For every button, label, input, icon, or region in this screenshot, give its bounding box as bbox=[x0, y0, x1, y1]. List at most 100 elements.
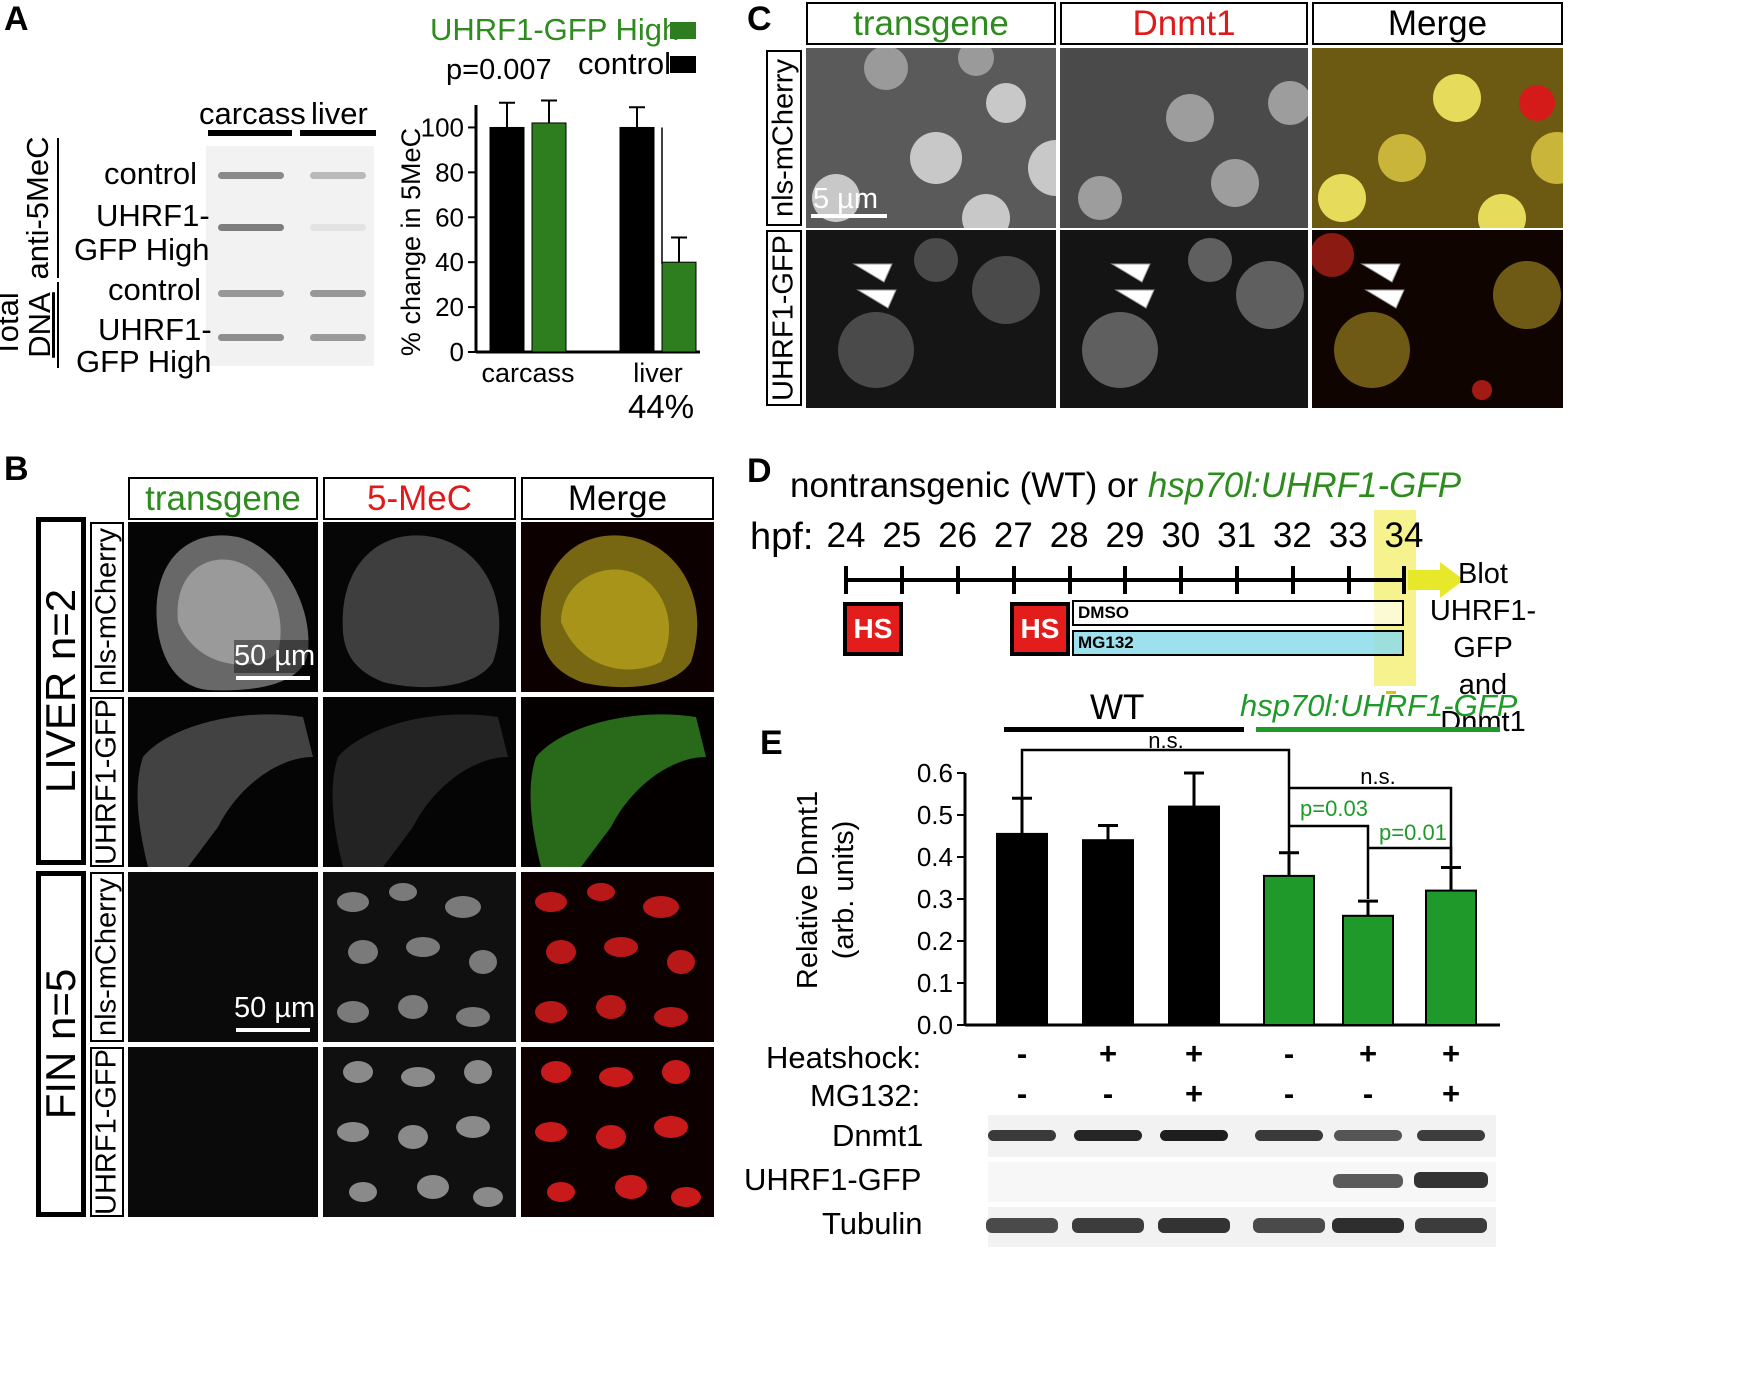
mg132-sign: - bbox=[1102, 1076, 1114, 1111]
row-gfp-label: UHRF1-GFP bbox=[90, 1047, 124, 1217]
timeline bbox=[844, 562, 1464, 598]
tubulin-band bbox=[1415, 1218, 1487, 1233]
dnmt1-band bbox=[1074, 1130, 1142, 1141]
micrograph bbox=[521, 697, 714, 867]
hour-label: 33 bbox=[1328, 516, 1368, 555]
micrograph bbox=[521, 522, 714, 692]
blot-band bbox=[310, 290, 366, 297]
hour-label: 27 bbox=[993, 516, 1033, 555]
row-mcherry-label: nls-mCherry bbox=[766, 50, 802, 226]
group-tg-line bbox=[1256, 727, 1500, 732]
group-anti-line bbox=[57, 138, 59, 278]
tubulin-band bbox=[1253, 1218, 1325, 1233]
pvalue-label: p=0.007 bbox=[446, 54, 552, 86]
mg132-sign: - bbox=[1016, 1076, 1028, 1111]
group-dna-label: DNA bbox=[22, 292, 57, 358]
y-tick-label: 0.2 bbox=[917, 926, 953, 956]
col-transgene-header: transgene bbox=[806, 2, 1056, 45]
mg132-sign: - bbox=[1283, 1076, 1295, 1111]
heatshock-sign: + bbox=[1358, 1036, 1378, 1071]
hour-label: 25 bbox=[882, 516, 922, 555]
uhrf1-gfp-band bbox=[1414, 1172, 1488, 1188]
y-axis-label: (arb. units) bbox=[828, 821, 860, 960]
row-label: UHRF1- bbox=[96, 198, 210, 233]
heatshock-sign: + bbox=[1184, 1036, 1204, 1071]
p-value-label: p=0.03 bbox=[1300, 796, 1368, 821]
ns-bracket bbox=[1289, 786, 1453, 870]
mg132-sign: - bbox=[1362, 1076, 1374, 1111]
row-mcherry-label: nls-mCherry bbox=[90, 522, 124, 692]
bar bbox=[1082, 839, 1134, 1026]
heatshock-label: Heatshock: bbox=[766, 1040, 922, 1075]
highlight-34 bbox=[1374, 510, 1416, 686]
legend-black-swatch bbox=[670, 56, 696, 73]
row-label: GFP High bbox=[74, 232, 210, 267]
dot-blot bbox=[206, 146, 374, 366]
scale-bar-label: 50 µm bbox=[234, 640, 316, 673]
legend-green-label: UHRF1-GFP High bbox=[430, 12, 680, 47]
col-dnmt1-header: Dnmt1 bbox=[1060, 2, 1308, 45]
mg132-sign: + bbox=[1184, 1076, 1204, 1111]
y-axis-label: % change in 5MeC bbox=[396, 128, 426, 356]
scale-bar-line bbox=[236, 676, 310, 680]
hour-label: 29 bbox=[1105, 516, 1145, 555]
blot-band bbox=[310, 172, 366, 179]
row-label: GFP High bbox=[76, 344, 212, 379]
hour-label: 24 bbox=[826, 516, 866, 555]
y-tick-label: 20 bbox=[435, 292, 464, 322]
bar bbox=[1168, 805, 1220, 1026]
percent-label: 44% bbox=[628, 388, 695, 425]
y-axis-label: Relative Dnmt1 bbox=[792, 791, 824, 989]
y-tick-label: 0.4 bbox=[917, 842, 953, 872]
micrograph bbox=[323, 1047, 516, 1217]
western-blot-uhrf1 bbox=[988, 1162, 1496, 1202]
blot-band bbox=[310, 334, 366, 341]
micrograph: 50 µm bbox=[128, 872, 318, 1042]
scale-bar-label: 50 µm bbox=[234, 992, 316, 1024]
micrograph bbox=[521, 872, 714, 1042]
title-italic: hsp70l:UHRF1-GFP bbox=[1147, 466, 1462, 505]
title-plain: nontransgenic (WT) or bbox=[790, 466, 1148, 505]
heatshock-sign: + bbox=[1098, 1036, 1118, 1071]
row-label: UHRF1- bbox=[98, 312, 212, 347]
hour-label: 31 bbox=[1217, 516, 1257, 555]
bar bbox=[1425, 889, 1477, 1026]
blot-band bbox=[310, 224, 366, 231]
col-liver-bar bbox=[300, 130, 376, 136]
uhrf1-gfp-band bbox=[1333, 1174, 1403, 1188]
p-bracket bbox=[1368, 846, 1453, 866]
micrograph bbox=[521, 1047, 714, 1217]
col-liver-label: liver bbox=[311, 96, 368, 131]
micrograph bbox=[128, 697, 318, 867]
y-tick-label: 80 bbox=[435, 157, 464, 187]
hs-box-1: HS bbox=[843, 602, 903, 656]
panel-c-label: C bbox=[747, 0, 772, 38]
group-liver-box: LIVER n=2 bbox=[36, 517, 86, 865]
group-anti-label: anti-5MeC bbox=[20, 136, 55, 280]
bar bbox=[1263, 874, 1315, 1026]
legend-black-label: control bbox=[578, 46, 672, 81]
row-gfp-label: UHRF1-GFP bbox=[90, 697, 124, 867]
group-fin-box: FIN n=5 bbox=[36, 871, 86, 1217]
hour-label: 32 bbox=[1272, 516, 1312, 555]
blot-note-line: Blot bbox=[1458, 558, 1508, 590]
group-tg-label: hsp70l:UHRF1-GFP bbox=[1240, 688, 1518, 723]
bar bbox=[619, 126, 655, 353]
bar bbox=[1342, 914, 1394, 1026]
y-tick-label: 40 bbox=[435, 247, 464, 277]
hpf-label: hpf: bbox=[750, 516, 814, 558]
blot-tubulin-label: Tubulin bbox=[822, 1206, 923, 1241]
blot-note-line: UHRF1-GFP bbox=[1429, 595, 1537, 664]
panel-b-label: B bbox=[4, 450, 29, 488]
bar bbox=[531, 122, 567, 353]
row-label: control bbox=[108, 272, 202, 307]
panel-d-label: D bbox=[747, 452, 772, 490]
blot-band bbox=[218, 224, 284, 231]
tubulin-band bbox=[986, 1218, 1058, 1233]
group-wt-label: WT bbox=[1090, 688, 1145, 727]
x-tick-label: carcass bbox=[481, 358, 574, 388]
micrograph bbox=[1060, 48, 1308, 228]
panel-e-label: E bbox=[760, 724, 783, 762]
p-value-label: p=0.01 bbox=[1379, 820, 1447, 845]
micrograph bbox=[323, 697, 516, 867]
